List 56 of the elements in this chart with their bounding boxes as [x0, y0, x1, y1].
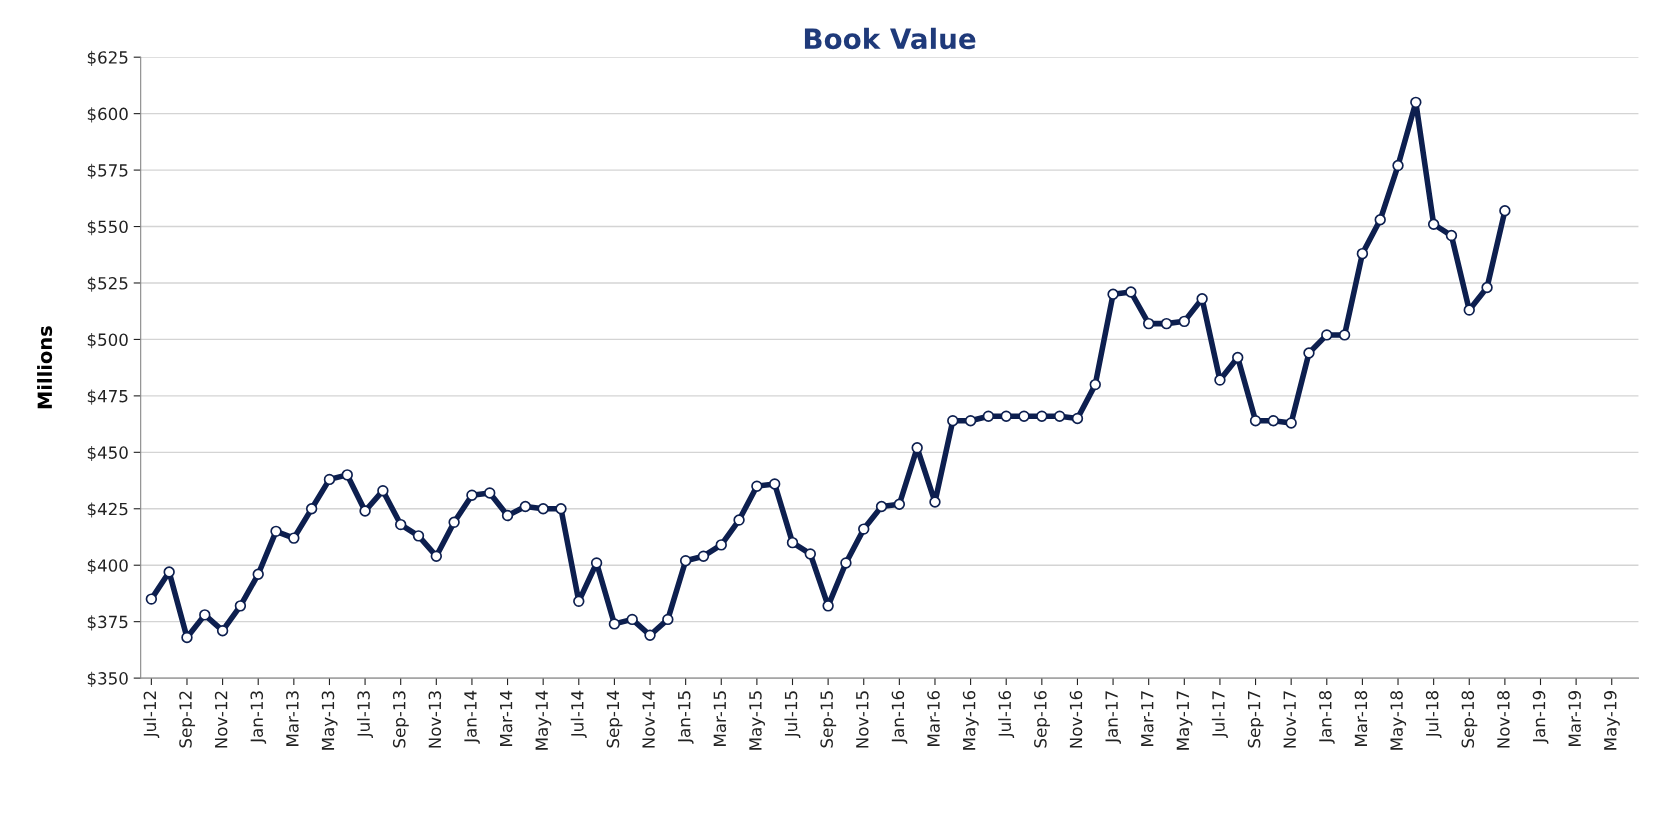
- x-tick-label: Nov-12: [214, 691, 228, 748]
- x-tick-label: Mar-15: [713, 691, 727, 746]
- y-tick-label: $450: [87, 445, 128, 462]
- x-tick-label: May-19: [1603, 691, 1620, 750]
- x-tick-label: Nov-17: [1283, 691, 1296, 748]
- y-tick-label: $400: [87, 558, 128, 574]
- x-tick-label: Jul-14: [570, 690, 587, 739]
- x-tick-label: Jan-18: [1319, 691, 1335, 744]
- x-tick-label: Mar-17: [1141, 691, 1154, 746]
- x-tick-label: May-13: [321, 691, 338, 750]
- y-tick-label: $550: [87, 220, 128, 236]
- x-tick-label: May-18: [1390, 691, 1407, 750]
- x-tick-label: Jul-18: [1425, 691, 1442, 739]
- y-tick-label: $625: [87, 50, 128, 66]
- x-tick-label: May-14: [535, 690, 552, 750]
- x-tick-label: Nov-18: [1497, 691, 1510, 748]
- x-tick-label: Sep-12: [179, 691, 196, 748]
- x-tick-label: May-15: [749, 691, 765, 750]
- x-tick-label: May-16: [962, 690, 979, 750]
- x-tick-label: Jul-12: [143, 691, 160, 739]
- x-tick-label: Mar-18: [1354, 691, 1368, 746]
- chart-title: Book Value: [804, 27, 976, 50]
- x-tick-label: Mar-16: [927, 690, 940, 746]
- x-tick-label: Nov-14: [642, 690, 655, 748]
- y-tick-label: $500: [87, 333, 128, 349]
- x-tick-label: Nov-16: [1069, 690, 1083, 748]
- y-tick-label: $600: [87, 107, 128, 123]
- x-tick-label: Jan-15: [678, 691, 694, 744]
- y-tick-label: $525: [87, 276, 128, 292]
- x-tick-label: Sep-15: [820, 691, 837, 748]
- y-tick-label: $375: [87, 615, 128, 631]
- x-tick-label: Jul-15: [784, 691, 801, 739]
- x-tick-label: Jan-16: [891, 690, 908, 744]
- x-tick-label: Jul-16: [998, 690, 1015, 739]
- x-tick-label: Nov-15: [856, 691, 869, 748]
- y-tick-label: $575: [87, 163, 128, 179]
- x-tick-label: Jan-14: [464, 690, 480, 744]
- x-tick-label: Sep-16: [1034, 690, 1050, 748]
- x-tick-label: Jul-17: [1211, 691, 1228, 739]
- x-tick-label: May-17: [1176, 691, 1193, 750]
- x-tick-label: Mar-19: [1568, 691, 1581, 746]
- x-tick-label: Sep-13: [392, 691, 409, 748]
- x-tick-label: Jan-17: [1105, 691, 1122, 744]
- x-tick-label: Sep-17: [1247, 691, 1264, 748]
- x-tick-label: Mar-13: [286, 691, 299, 746]
- x-tick-label: Sep-18: [1461, 691, 1478, 748]
- y-tick-label: $475: [87, 389, 128, 405]
- x-tick-label: Mar-14: [500, 690, 513, 746]
- x-tick-label: Jul-13: [357, 691, 374, 739]
- y-tick-label: $425: [87, 502, 128, 518]
- x-tick-label: Jan-13: [250, 691, 267, 744]
- x-tick-label: Nov-13: [428, 691, 442, 748]
- x-tick-label: Sep-14: [606, 690, 623, 748]
- y-tick-label: $350: [87, 671, 128, 687]
- y-axis-title: Millions: [37, 326, 53, 409]
- x-tick-label: Jan-19: [1532, 691, 1549, 744]
